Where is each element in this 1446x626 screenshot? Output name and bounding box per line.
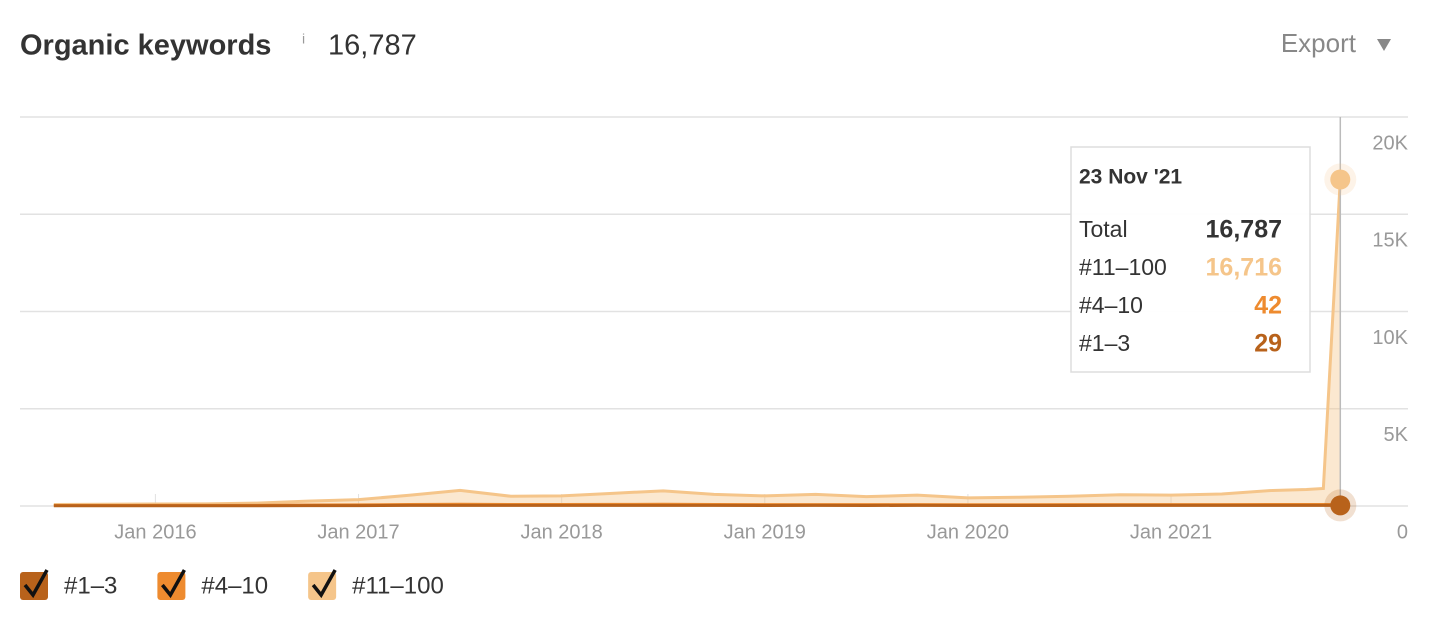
- tooltip-value: 29: [1254, 330, 1282, 358]
- total: 16,787: [328, 30, 417, 62]
- title: Organic keywords: [20, 30, 271, 62]
- export-arrow[interactable]: [1377, 39, 1391, 51]
- hover-dot: [1330, 169, 1351, 190]
- y-tick-label: 10K: [1372, 327, 1408, 349]
- y-tick-label: 0: [1397, 521, 1408, 543]
- legend-check[interactable]: [311, 569, 337, 599]
- tooltip-date: 23 Nov '21: [1079, 166, 1182, 189]
- x-tick-label: Jan 2019: [724, 521, 806, 543]
- tooltip-series-name: #4–10: [1079, 292, 1143, 318]
- info-icon[interactable]: i: [302, 31, 305, 47]
- tooltip-series-name: #11–100: [1079, 254, 1167, 280]
- legend-check[interactable]: [23, 569, 49, 599]
- x-tick-label: Jan 2018: [521, 521, 603, 543]
- tooltip-series-name: #1–3: [1079, 330, 1130, 356]
- legend-check[interactable]: [161, 569, 186, 599]
- line: [53, 179, 1342, 506]
- tooltip: [1070, 146, 1311, 373]
- tooltip-total: 16,787: [1206, 216, 1282, 244]
- x-tick-label: Jan 2020: [927, 521, 1009, 543]
- tooltip-total-name: Total: [1079, 216, 1128, 242]
- y-tick-label: 5K: [1384, 424, 1409, 446]
- x-tick-label: Jan 2017: [317, 521, 399, 543]
- x-tick-label: Jan 2016: [114, 521, 196, 543]
- hover-dot: [1330, 495, 1351, 516]
- legend-label[interactable]: #4–10: [201, 572, 268, 599]
- tooltip-value: 42: [1254, 292, 1282, 320]
- export-button[interactable]: Export: [1281, 28, 1357, 58]
- x-tick-label: Jan 2021: [1130, 521, 1212, 543]
- tooltip-value: 16,716: [1206, 254, 1282, 282]
- legend-label[interactable]: #1–3: [64, 572, 117, 599]
- y-tick-label: 20K: [1372, 132, 1408, 154]
- y-tick-label: 15K: [1372, 230, 1408, 252]
- legend-label[interactable]: #11–100: [352, 572, 444, 599]
